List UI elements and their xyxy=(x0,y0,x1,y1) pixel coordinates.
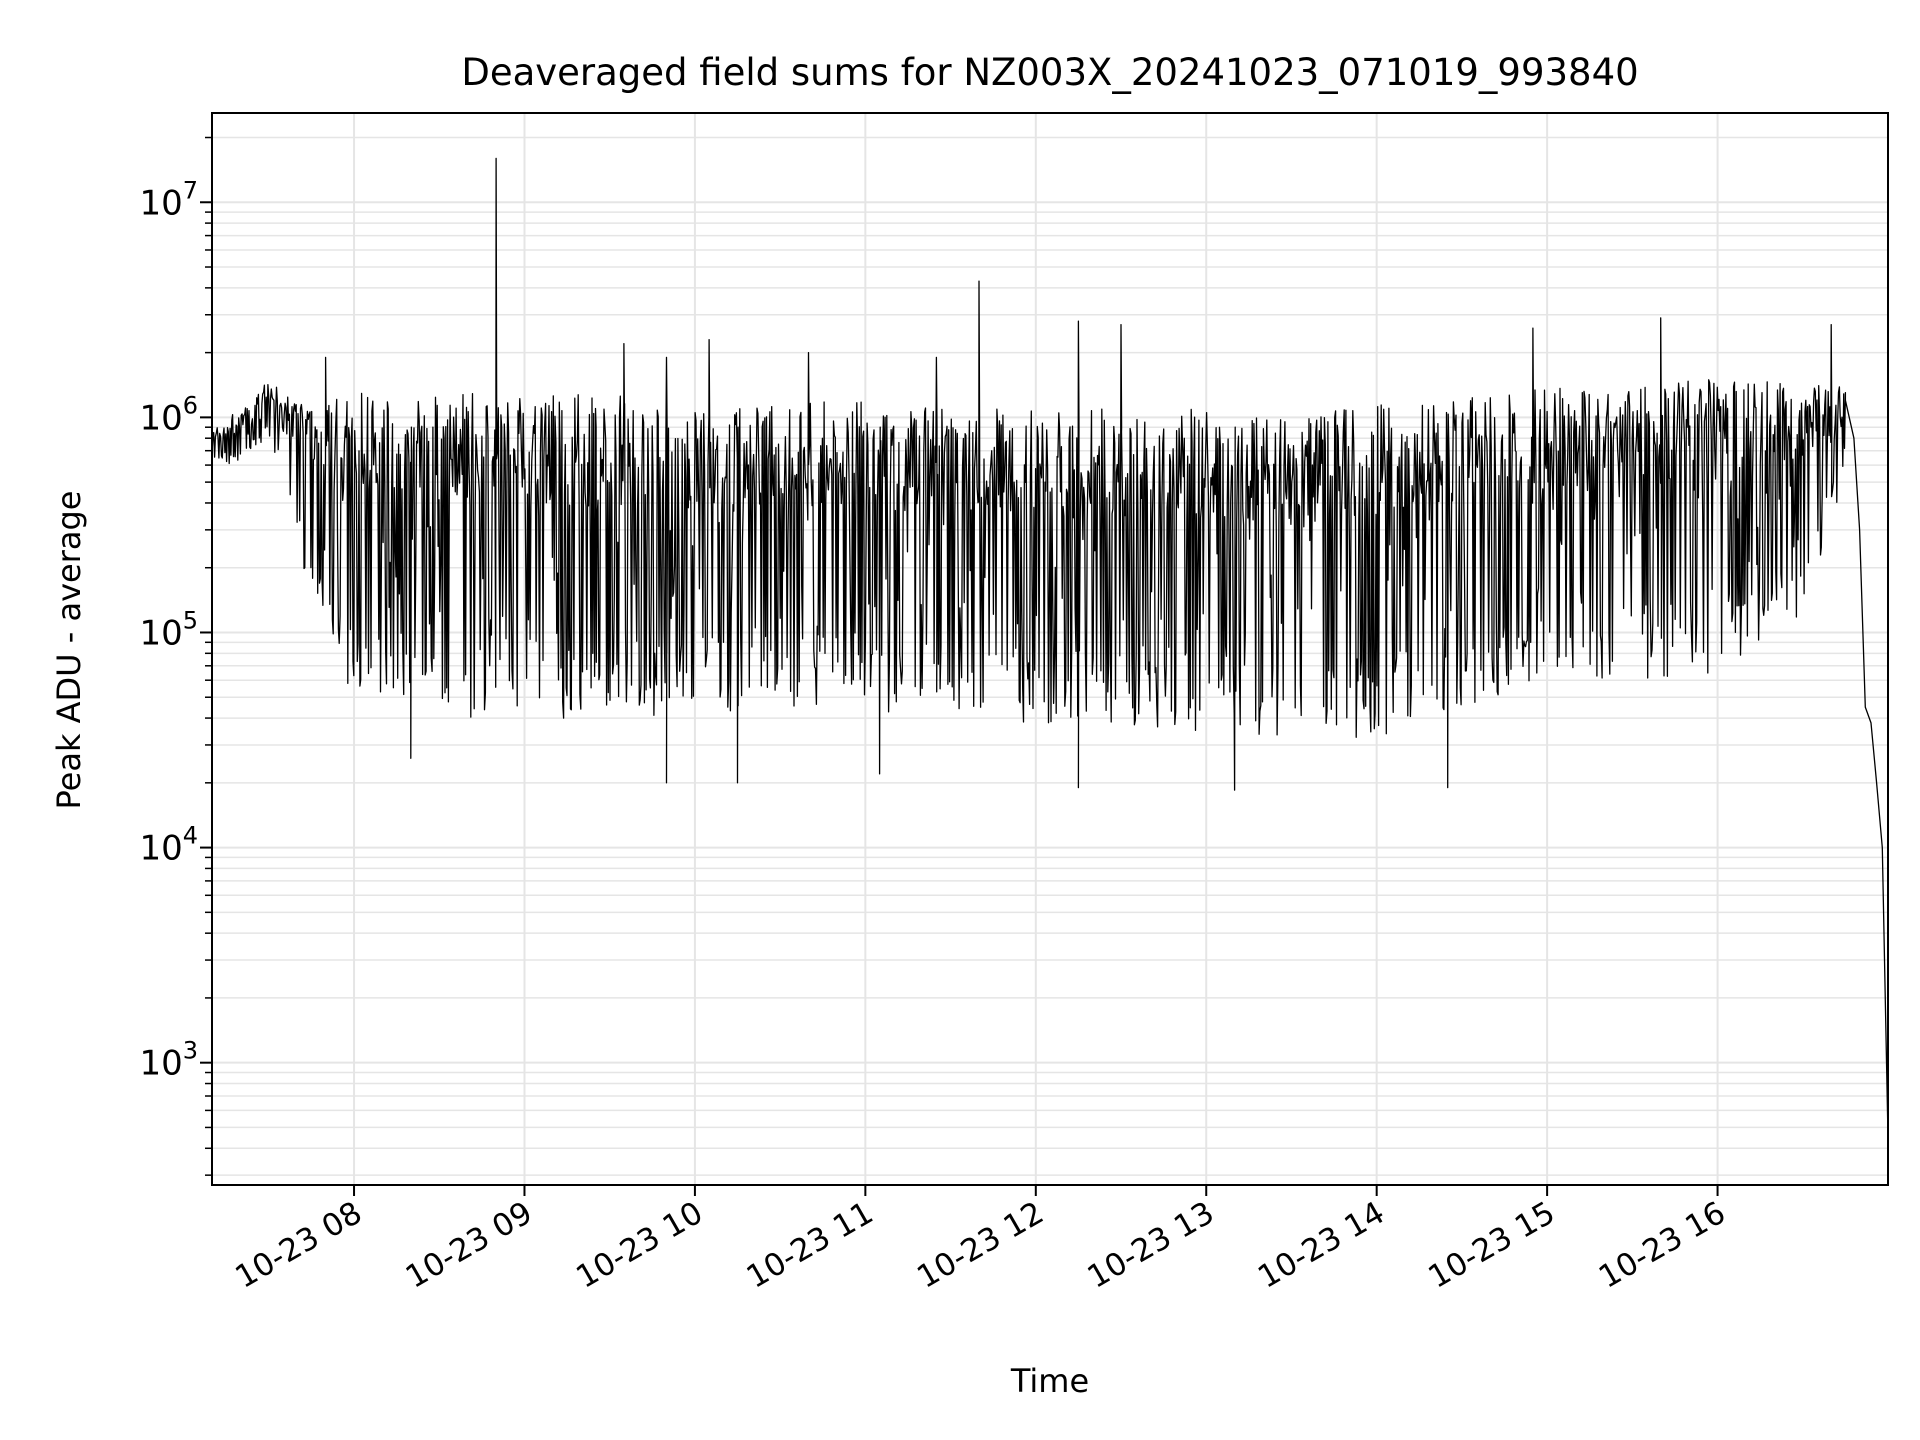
y-tick-label: 104 xyxy=(139,822,198,869)
y-axis-label: Peak ADU - average xyxy=(50,491,88,810)
y-tick-label: 103 xyxy=(139,1037,198,1084)
y-tick-label: 107 xyxy=(139,176,198,223)
chart-title: Deaveraged field sums for NZ003X_2024102… xyxy=(461,51,1638,94)
series-line xyxy=(211,157,1889,1138)
series xyxy=(211,157,1889,1138)
x-axis-label: Time xyxy=(1010,1362,1089,1400)
grid xyxy=(212,113,1888,1185)
plot-frame xyxy=(211,112,1889,1186)
y-tick-label: 105 xyxy=(139,606,198,653)
y-tick-label: 106 xyxy=(139,391,198,438)
